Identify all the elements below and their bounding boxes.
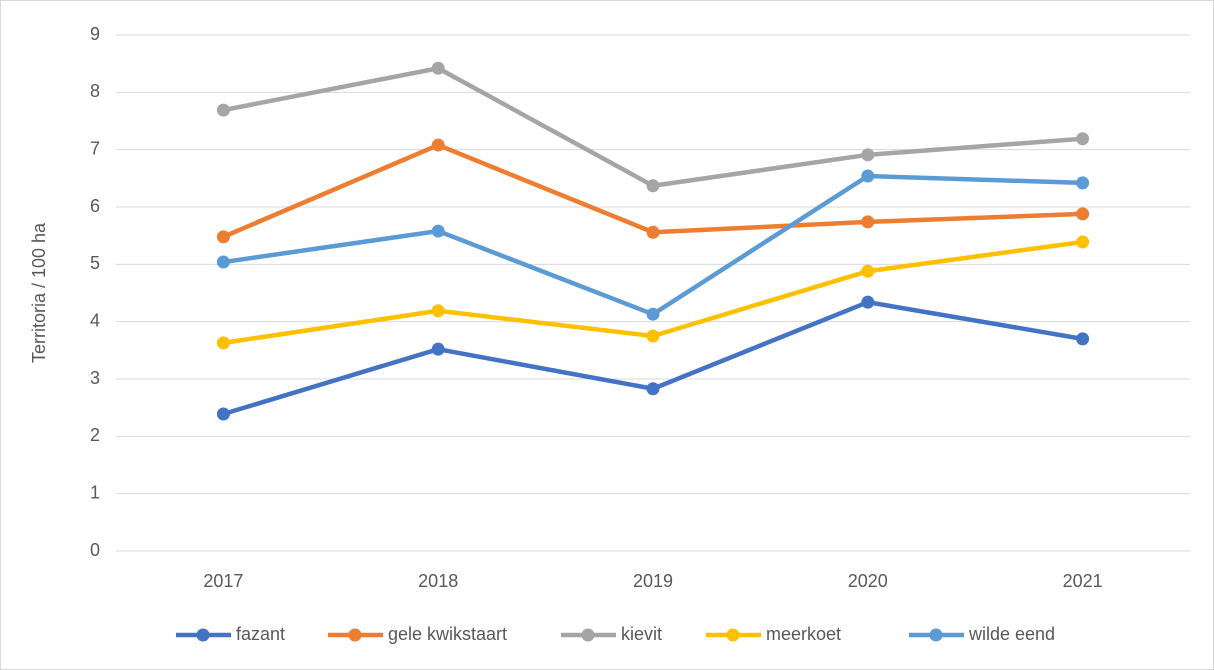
data-point — [431, 224, 445, 238]
data-point — [861, 264, 875, 278]
y-tick-label: 8 — [90, 81, 100, 101]
y-tick-label: 5 — [90, 253, 100, 273]
legend-label: wilde eend — [968, 624, 1055, 644]
x-tick-label: 2020 — [848, 571, 888, 591]
legend-marker — [929, 628, 943, 642]
data-point — [1076, 235, 1090, 249]
data-point — [216, 230, 230, 244]
data-point — [1076, 207, 1090, 221]
x-tick-label: 2019 — [633, 571, 673, 591]
data-point — [646, 307, 660, 321]
data-point — [646, 179, 660, 193]
legend-label: meerkoet — [766, 624, 841, 644]
data-point — [861, 295, 875, 309]
legend-marker — [581, 628, 595, 642]
data-point — [1076, 132, 1090, 146]
x-tick-label: 2018 — [418, 571, 458, 591]
y-tick-label: 6 — [90, 196, 100, 216]
data-point — [216, 103, 230, 117]
data-point — [861, 215, 875, 229]
y-tick-label: 2 — [90, 425, 100, 445]
data-point — [431, 304, 445, 318]
legend-label: fazant — [236, 624, 285, 644]
y-tick-label: 0 — [90, 540, 100, 560]
data-point — [861, 169, 875, 183]
data-point — [1076, 332, 1090, 346]
legend-label: kievit — [621, 624, 662, 644]
data-point — [646, 225, 660, 239]
x-tick-label: 2017 — [203, 571, 243, 591]
data-point — [431, 138, 445, 152]
data-point — [431, 342, 445, 356]
data-point — [861, 148, 875, 162]
data-point — [646, 382, 660, 396]
data-point — [216, 407, 230, 421]
legend-marker — [348, 628, 362, 642]
y-tick-label: 4 — [90, 310, 100, 330]
data-point — [1076, 176, 1090, 190]
y-tick-label: 9 — [90, 24, 100, 44]
y-tick-label: 1 — [90, 482, 100, 502]
data-point — [216, 255, 230, 269]
data-point — [216, 336, 230, 350]
x-tick-label: 2021 — [1063, 571, 1103, 591]
data-point — [646, 329, 660, 343]
y-tick-label: 7 — [90, 138, 100, 158]
legend-marker — [196, 628, 210, 642]
y-tick-label: 3 — [90, 368, 100, 388]
legend-marker — [726, 628, 740, 642]
data-point — [431, 61, 445, 75]
y-axis-label: Territoria / 100 ha — [29, 222, 49, 363]
legend-label: gele kwikstaart — [388, 624, 507, 644]
